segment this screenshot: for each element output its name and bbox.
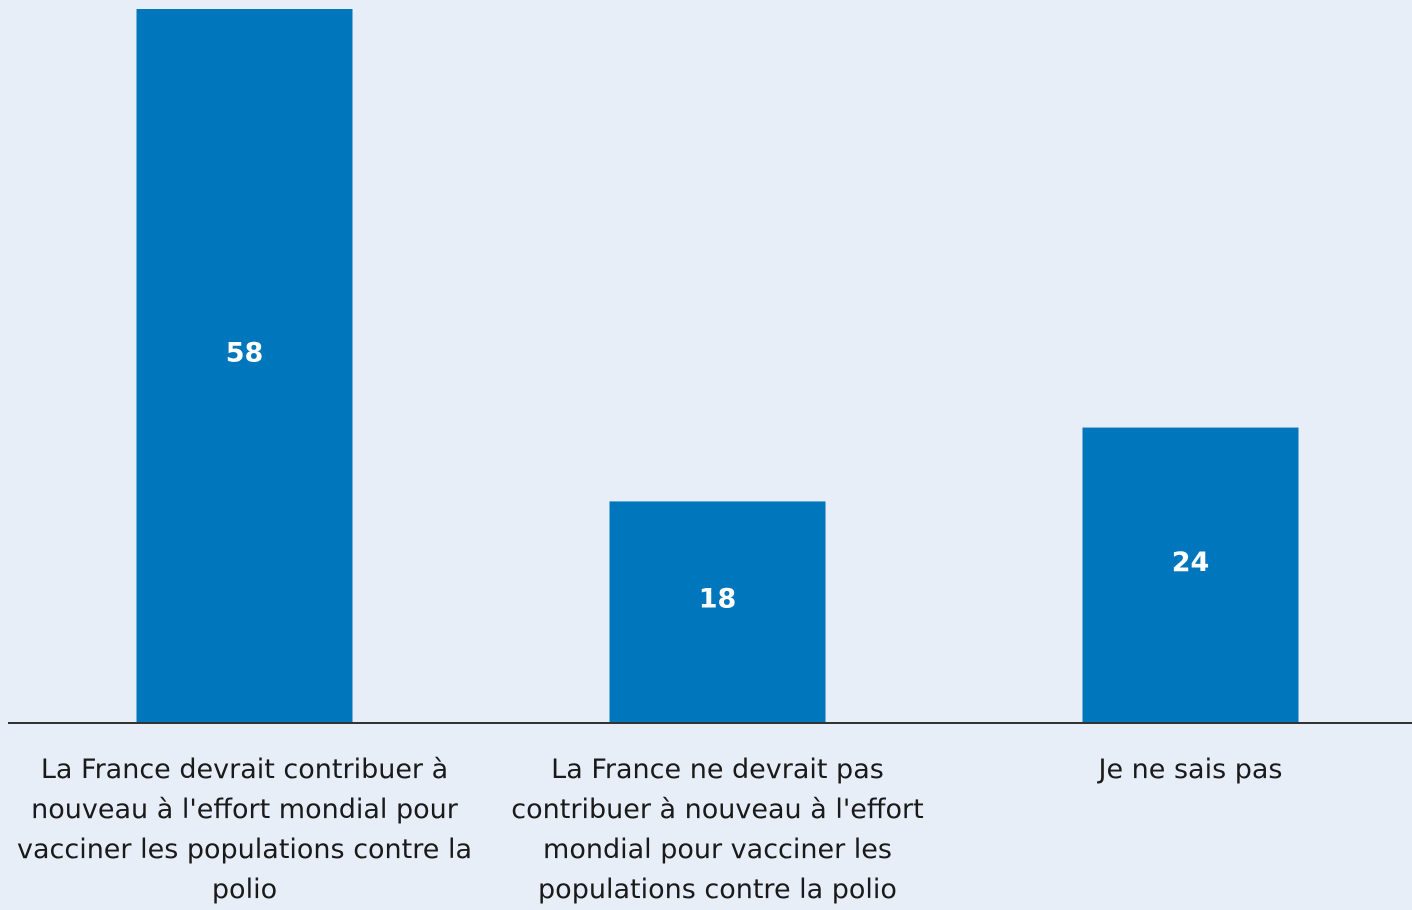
value-label: 24 — [1172, 547, 1210, 578]
value-label: 58 — [226, 338, 264, 369]
category-label: La France devrait contribuer à nouveau à… — [10, 750, 480, 910]
value-label: 18 — [699, 584, 737, 615]
category-label: Je ne sais pas — [956, 750, 1412, 790]
category-label: La France ne devrait pas contribuer à no… — [483, 750, 953, 910]
